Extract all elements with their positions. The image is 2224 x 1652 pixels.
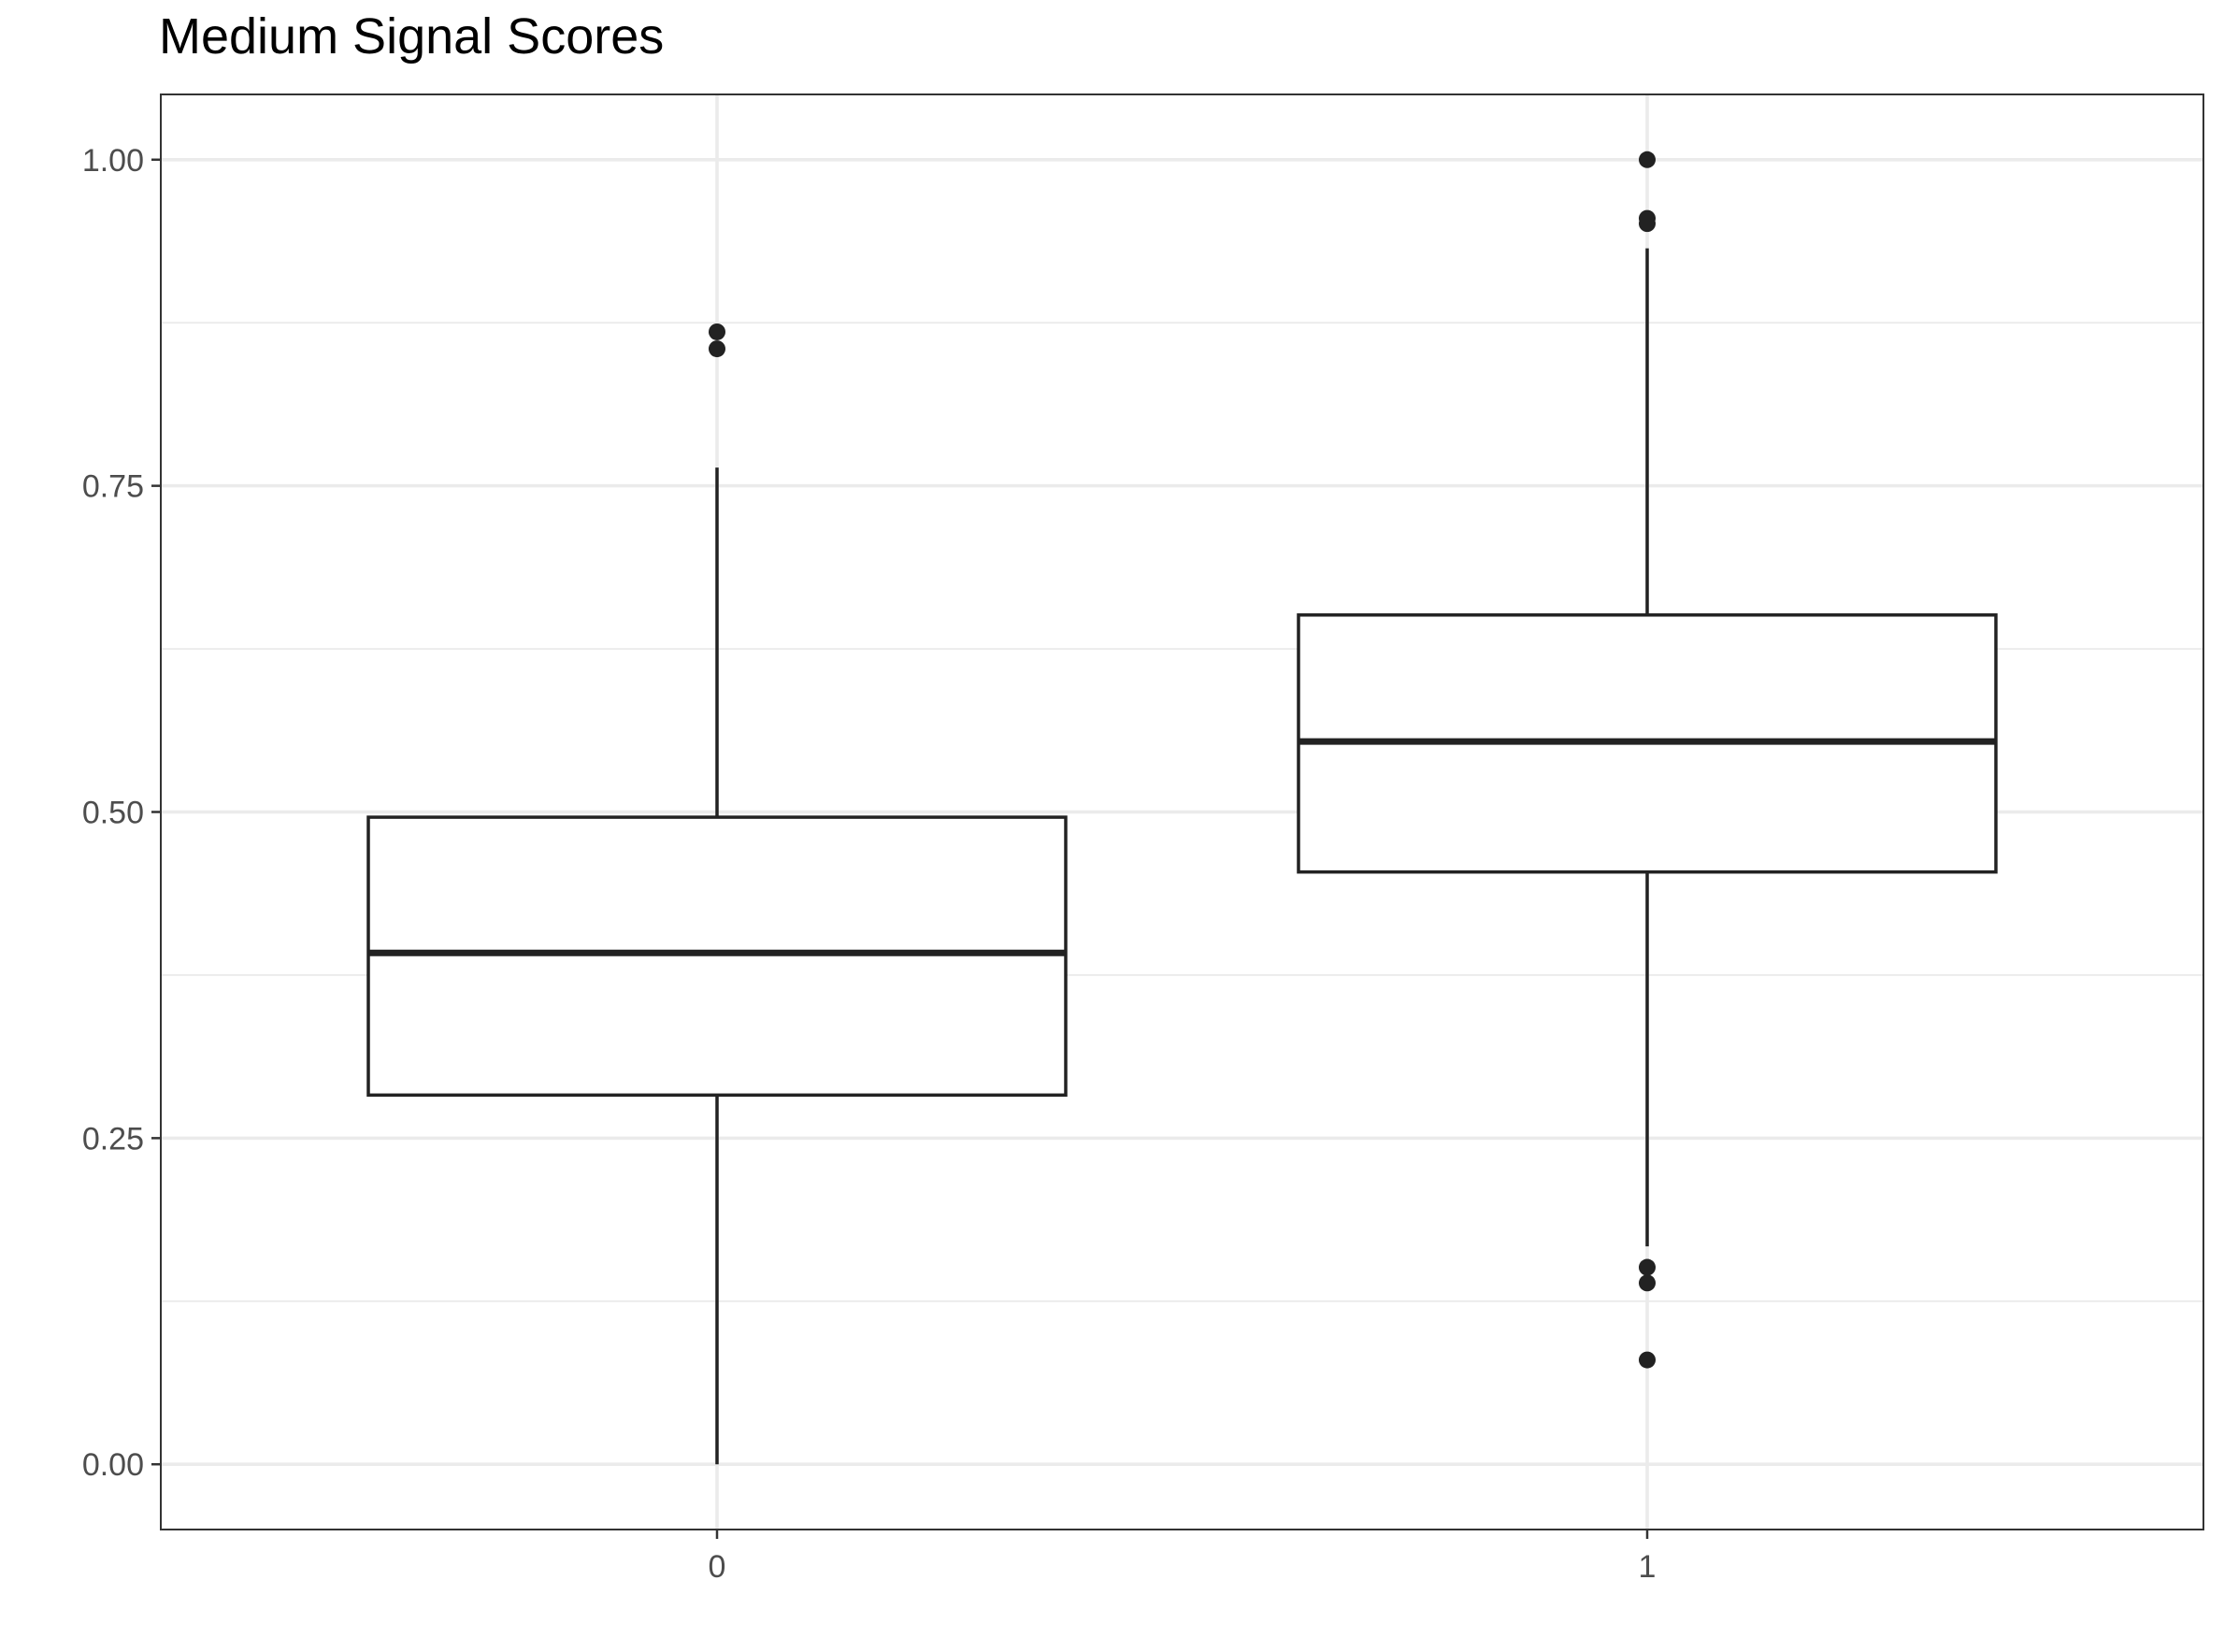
outlier-point	[1639, 1258, 1656, 1276]
outlier-point	[709, 323, 725, 340]
chart-title: Medium Signal Scores	[159, 8, 664, 65]
box-0	[366, 323, 1068, 1465]
x-tick-label: 0	[709, 1549, 726, 1585]
axes: 0.00 0.25 0.50 0.75 1.00 0 1	[82, 143, 1657, 1585]
outlier-point	[1639, 215, 1656, 233]
x-tick-label: 1	[1639, 1549, 1657, 1585]
y-tick-label: 0.00	[82, 1447, 144, 1483]
box-1	[1297, 151, 1998, 1369]
outlier-point	[1639, 1274, 1656, 1292]
y-tick-label: 0.75	[82, 469, 144, 505]
y-tick-label: 0.25	[82, 1121, 144, 1156]
y-tick-label: 1.00	[82, 143, 144, 179]
outlier-point	[1639, 151, 1656, 168]
outlier-point	[709, 340, 725, 358]
boxplot-series	[366, 151, 1998, 1465]
outlier-point	[1639, 1351, 1656, 1369]
y-tick-label: 0.50	[82, 796, 144, 831]
